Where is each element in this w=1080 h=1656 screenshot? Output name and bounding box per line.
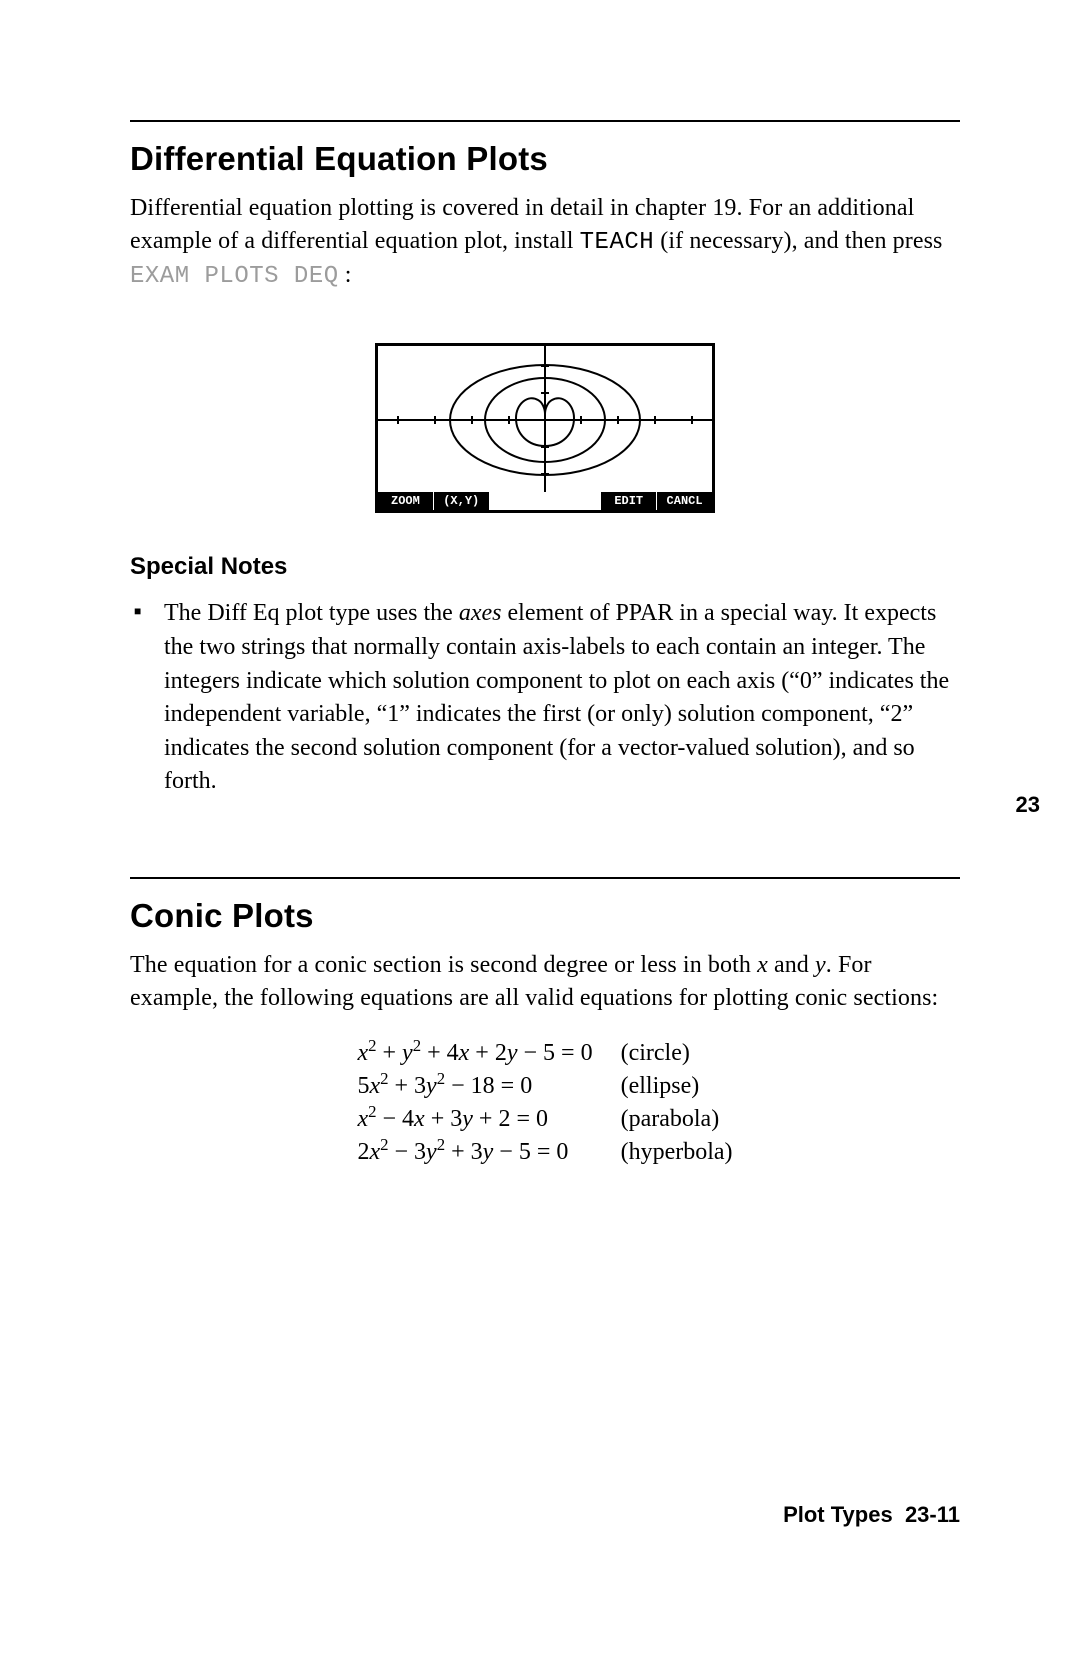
section1-title: Differential Equation Plots [130,140,960,178]
equation-left: x2 − 4x + 3y + 2 = 0 [357,1103,620,1136]
page: 23 Differential Equation Plots Different… [0,0,1080,1656]
s2-para-b: and [768,952,815,978]
footer-page: 23-11 [905,1502,960,1527]
section2-title: Conic Plots [130,897,960,935]
note1-a: The Diff Eq plot type uses the [164,600,459,626]
rule-1 [130,120,960,122]
s2-x: x [757,952,768,978]
menu-cancl: CANCL [657,492,712,510]
footer: Plot Types 23-11 [783,1502,960,1528]
menu-blank1 [490,492,546,510]
equation-row: 2x2 − 3y2 + 3y − 5 = 0(hyperbola) [357,1136,732,1169]
menu-blank2 [545,492,601,510]
equation-left: 2x2 − 3y2 + 3y − 5 = 0 [357,1136,620,1169]
equation-row: 5x2 + 3y2 − 18 = 0(ellipse) [357,1070,732,1103]
screen-menu-row: ZOOM (X,Y) EDIT CANCL [378,492,712,510]
equation-row: x2 + y2 + 4x + 2y − 5 = 0(circle) [357,1037,732,1070]
spacer [130,799,960,877]
footer-label: Plot Types [783,1502,893,1527]
chapter-margin-number: 23 [1016,792,1040,818]
equation-right: (ellipse) [621,1070,733,1103]
s1-para-suffix: : [339,262,352,288]
equation-right: (circle) [621,1037,733,1070]
equation-right: (parabola) [621,1103,733,1136]
equation-left: x2 + y2 + 4x + 2y − 5 = 0 [357,1037,620,1070]
special-notes-heading: Special Notes [130,553,960,581]
section1-paragraph: Differential equation plotting is covere… [130,192,960,293]
s1-para-mid: (if necessary), and then press [654,228,942,254]
rule-2 [130,877,960,879]
menu-edit: EDIT [601,492,657,510]
plot-svg [378,346,712,492]
calculator-screen: ZOOM (X,Y) EDIT CANCL [375,343,715,513]
equations-block: x2 + y2 + 4x + 2y − 5 = 0(circle)5x2 + 3… [357,1037,732,1169]
menu-xy: (X,Y) [434,492,490,510]
special-notes-list: The Diff Eq plot type uses the axes elem… [130,597,960,799]
equation-right: (hyperbola) [621,1136,733,1169]
section2-paragraph: The equation for a conic section is seco… [130,949,960,1015]
calculator-screenshot: ZOOM (X,Y) EDIT CANCL [130,343,960,513]
equation-row: x2 − 4x + 3y + 2 = 0(parabola) [357,1103,732,1136]
equation-left: 5x2 + 3y2 − 18 = 0 [357,1070,620,1103]
menu-zoom: ZOOM [378,492,434,510]
s2-para-a: The equation for a conic section is seco… [130,952,757,978]
special-note-1: The Diff Eq plot type uses the axes elem… [130,597,960,799]
s1-keys: EXAM PLOTS DEQ [130,263,339,290]
s1-teach: TEACH [580,229,655,256]
note1-b: element of PPAR in a special way. It exp… [164,600,949,794]
note1-axes: axes [459,600,502,626]
s2-y: y [815,952,826,978]
